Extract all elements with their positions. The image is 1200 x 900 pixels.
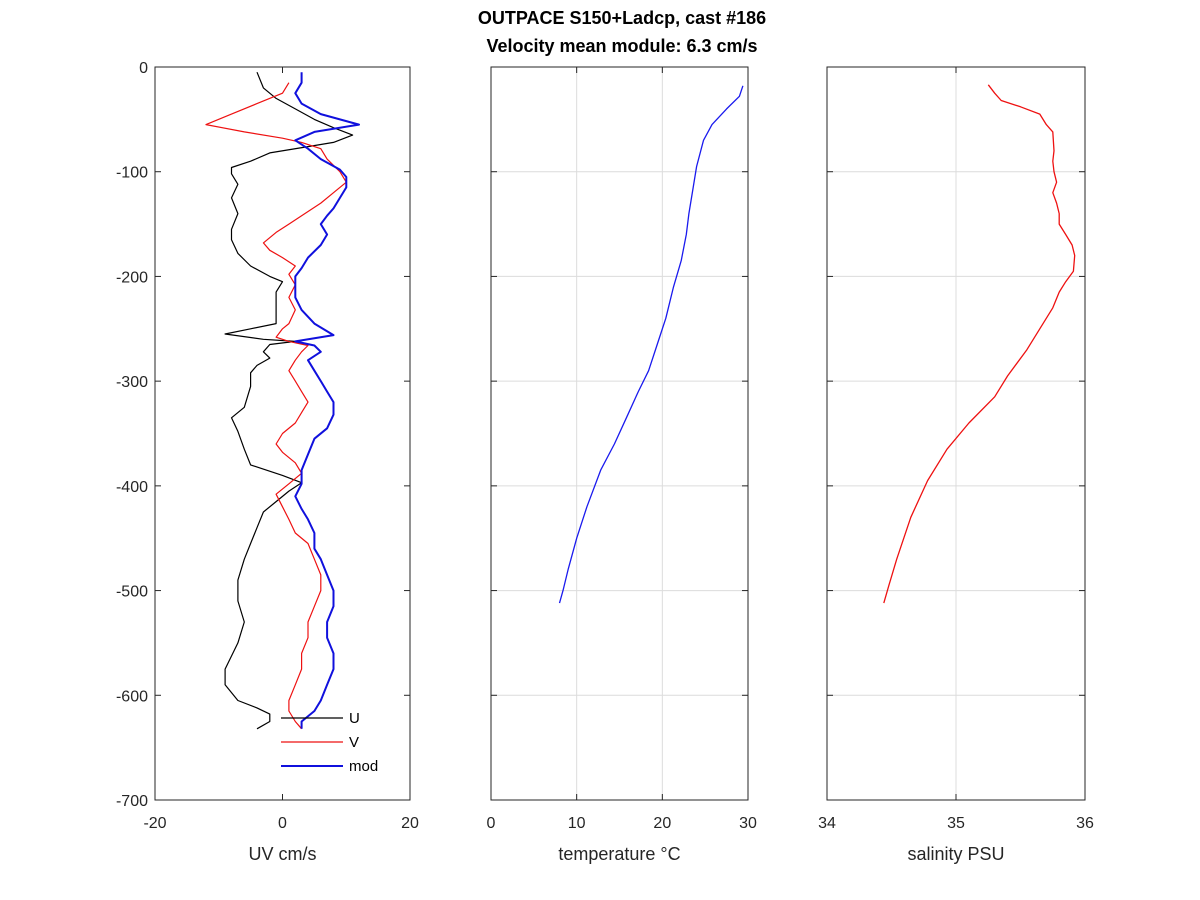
x-axis-label: UV cm/s	[248, 844, 316, 864]
series-line-u	[224, 71, 354, 730]
axes-frame	[154, 66, 411, 801]
series-line-mod	[294, 72, 360, 729]
x-tick-label: 0	[487, 815, 496, 832]
x-tick-label: 36	[1076, 815, 1094, 832]
panel-temperature: 0 10 20 30 temperature °C	[487, 66, 757, 864]
y-tick-label: -200	[116, 269, 148, 286]
x-tick-label: -20	[143, 815, 166, 832]
axes-frame	[826, 66, 1086, 801]
x-tick-label: 30	[739, 815, 757, 832]
x-tick-label: 20	[653, 815, 671, 832]
y-tick-label: -100	[116, 165, 148, 182]
x-tick-label: 10	[568, 815, 586, 832]
y-tick-label: -600	[116, 688, 148, 705]
x-tick-label: 34	[818, 815, 836, 832]
x-tick-label: 35	[947, 815, 965, 832]
series-line-profile	[558, 85, 744, 604]
y-tick-label: -300	[116, 374, 148, 391]
x-axis-label: temperature °C	[558, 844, 680, 864]
legend-label-v: V	[349, 734, 359, 751]
y-tick-label: -700	[116, 793, 148, 810]
chart-title-line-2: Velocity mean module: 6.3 cm/s	[486, 36, 757, 56]
series-line-v	[205, 82, 347, 730]
y-tick-label: -400	[116, 479, 148, 496]
x-axis-label: salinity PSU	[907, 844, 1004, 864]
x-tick-label: 20	[401, 815, 419, 832]
legend-label-u: U	[349, 710, 360, 727]
series-line-profile	[883, 84, 1076, 604]
legend-label-mod: mod	[349, 758, 378, 775]
y-tick-label: 0	[139, 60, 148, 77]
chart-title-line-1: OUTPACE S150+Ladcp, cast #186	[478, 8, 766, 28]
x-tick-label: 0	[278, 815, 287, 832]
y-tick-label: -500	[116, 584, 148, 601]
panel-salinity: 34 35 36 salinity PSU	[818, 66, 1094, 864]
axes-frame	[490, 66, 749, 801]
